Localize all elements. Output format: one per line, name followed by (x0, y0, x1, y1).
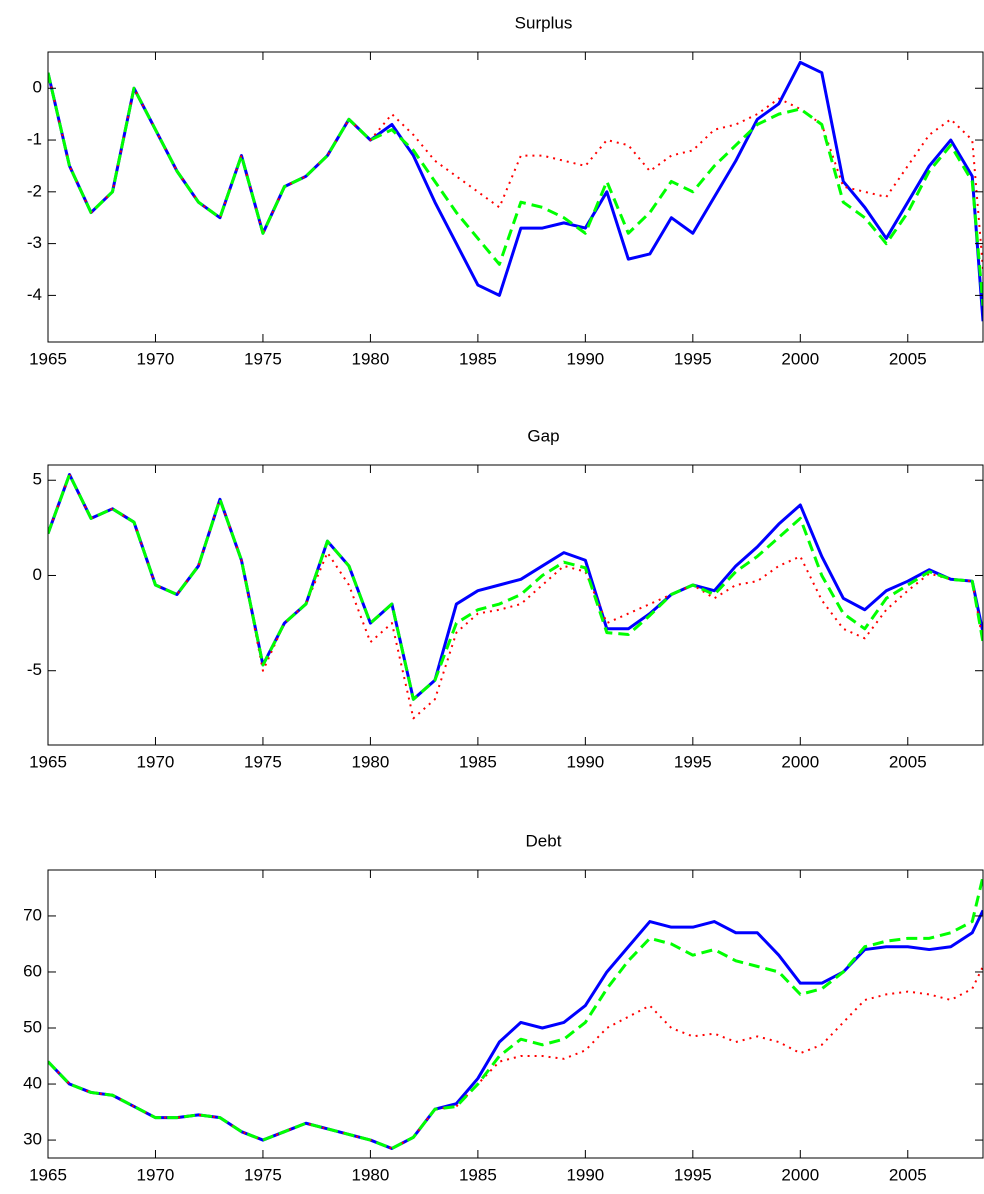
x-tick-label: 1995 (674, 349, 712, 368)
y-tick-label: -5 (27, 660, 42, 679)
y-tick-label: 70 (23, 905, 42, 924)
x-tick-label: 1985 (459, 1165, 497, 1184)
y-tick-label: 0 (33, 565, 42, 584)
y-tick-label: 5 (33, 470, 42, 489)
y-tick-label: -1 (27, 130, 42, 149)
x-tick-label: 1970 (137, 349, 175, 368)
y-tick-label: 50 (23, 1017, 42, 1036)
x-tick-label: 1970 (137, 752, 175, 771)
x-tick-label: 1980 (351, 349, 389, 368)
y-tick-label: 60 (23, 961, 42, 980)
y-tick-label: -3 (27, 233, 42, 252)
y-tick-label: -4 (27, 285, 42, 304)
x-tick-label: 1995 (674, 752, 712, 771)
y-tick-label: -2 (27, 181, 42, 200)
x-tick-label: 2005 (889, 1165, 927, 1184)
x-tick-label: 2000 (781, 1165, 819, 1184)
y-tick-label: 40 (23, 1074, 42, 1093)
x-tick-label: 1975 (244, 349, 282, 368)
x-tick-label: 1990 (566, 752, 604, 771)
plot-lines (48, 473, 983, 720)
x-tick-label: 1975 (244, 1165, 282, 1184)
x-tick-label: 1980 (351, 1165, 389, 1184)
x-tick-label: 1965 (29, 349, 67, 368)
chart-title: Surplus (515, 13, 573, 32)
data-line (48, 60, 983, 322)
plot-area (48, 52, 983, 342)
data-line (48, 876, 983, 1150)
data-line (48, 473, 983, 701)
plot-area (48, 465, 983, 745)
chart-title: Gap (527, 426, 559, 445)
plot-area (48, 870, 983, 1158)
x-tick-label: 1990 (566, 349, 604, 368)
x-tick-label: 1965 (29, 752, 67, 771)
x-tick-label: 1965 (29, 1165, 67, 1184)
x-tick-label: 2005 (889, 752, 927, 771)
x-tick-label: 2005 (889, 349, 927, 368)
x-tick-label: 1975 (244, 752, 282, 771)
chart-panel: Surplus 1965 1970 1975 1980 1985 1990 1995 2000 2… (27, 13, 984, 368)
y-tick-label: 30 (23, 1130, 42, 1149)
x-tick-label: 2000 (781, 349, 819, 368)
chart-panel: Gap 1965 1970 1975 1980 1985 1990 1995 2000 2005 -… (27, 426, 984, 771)
x-tick-label: 1995 (674, 1165, 712, 1184)
x-tick-label: 2000 (781, 752, 819, 771)
x-tick-label: 1985 (459, 349, 497, 368)
x-tick-label: 1970 (137, 1165, 175, 1184)
plot-lines (48, 60, 983, 322)
chart-panel: Debt 1965 1970 1975 1980 1985 1990 1995 2000 2005… (23, 831, 984, 1184)
y-tick-label: 0 (33, 78, 42, 97)
data-line (48, 965, 983, 1150)
x-tick-label: 1990 (566, 1165, 604, 1184)
plot-lines (48, 876, 983, 1150)
x-tick-label: 1980 (351, 752, 389, 771)
data-line (48, 72, 983, 306)
axes-box (47, 51, 984, 343)
axes-box (47, 464, 984, 746)
axes-box (47, 869, 984, 1159)
chart-title: Debt (526, 831, 562, 850)
x-tick-label: 1985 (459, 752, 497, 771)
